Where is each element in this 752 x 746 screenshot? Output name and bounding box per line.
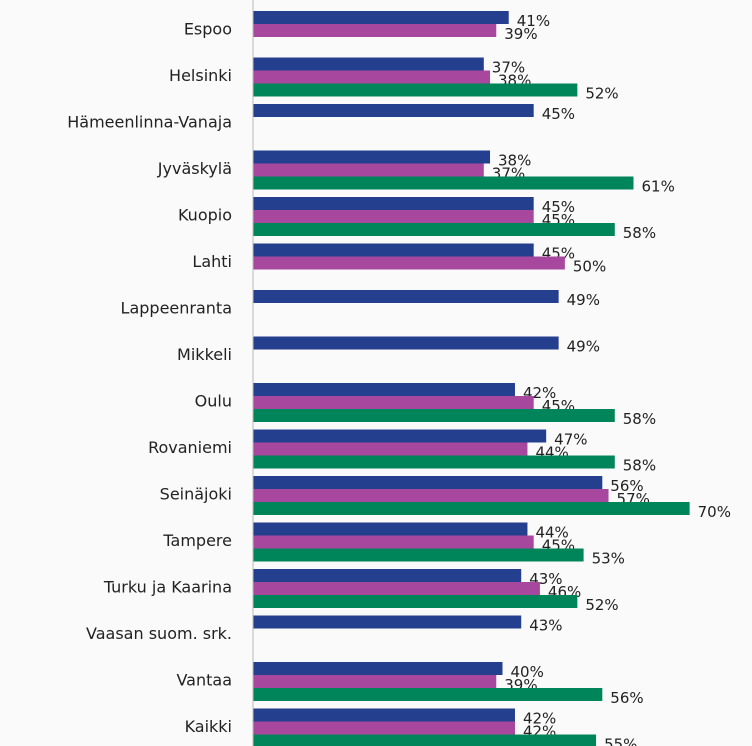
- value-label: 39%: [504, 25, 537, 43]
- bar: [253, 688, 603, 701]
- value-label: 40%: [511, 663, 544, 681]
- bar: [253, 383, 515, 396]
- value-label: 41%: [517, 12, 550, 30]
- bar: [253, 429, 547, 443]
- bar: [253, 83, 578, 97]
- value-label: 56%: [610, 477, 643, 495]
- category-label: Oulu: [195, 392, 232, 411]
- category-label: Seinäjoki: [160, 485, 232, 504]
- value-label: 45%: [542, 198, 575, 216]
- category-label: Helsinki: [169, 66, 232, 85]
- value-label: 55%: [604, 736, 637, 746]
- bar: [253, 569, 522, 582]
- bar: [253, 582, 540, 595]
- bar: [253, 70, 491, 84]
- bar: [253, 595, 578, 608]
- value-label: 70%: [698, 503, 731, 521]
- value-label: 38%: [498, 152, 531, 170]
- bar: [253, 489, 609, 502]
- bar: [253, 197, 534, 210]
- bar: [253, 734, 597, 746]
- category-label: Rovaniemi: [148, 438, 232, 457]
- value-label: 58%: [623, 410, 656, 428]
- bar: [253, 535, 534, 549]
- bar: [253, 243, 534, 257]
- value-label: 37%: [492, 59, 525, 77]
- category-label: Hämeenlinna-Vanaja: [67, 113, 232, 132]
- bar: [253, 57, 484, 71]
- category-label: Jyväskylä: [157, 159, 232, 178]
- bar: [253, 290, 559, 303]
- value-label: 58%: [623, 457, 656, 475]
- value-label: 44%: [535, 524, 568, 542]
- category-label: Tampere: [162, 531, 232, 550]
- bar: [253, 223, 615, 236]
- bar: [253, 615, 522, 629]
- value-label: 45%: [542, 105, 575, 123]
- category-label: Lappeenranta: [121, 299, 232, 318]
- bar: [253, 163, 484, 177]
- value-label: 43%: [529, 617, 562, 635]
- bar: [253, 455, 615, 469]
- category-label: Kaikki: [185, 717, 232, 736]
- value-label: 53%: [592, 550, 625, 568]
- bar: [253, 24, 497, 37]
- bar: [253, 409, 615, 422]
- bar: [253, 662, 503, 675]
- category-label: Kuopio: [178, 206, 232, 225]
- bar: [253, 522, 528, 536]
- bar: [253, 150, 491, 164]
- value-label: 58%: [623, 224, 656, 242]
- category-label: Vaasan suom. srk.: [86, 624, 232, 643]
- category-label: Vantaa: [176, 671, 232, 690]
- bar: [253, 210, 534, 223]
- value-label: 42%: [523, 710, 556, 728]
- category-label: Mikkeli: [177, 345, 232, 364]
- category-label: Espoo: [184, 20, 232, 39]
- bar: [253, 675, 497, 688]
- category-label: Lahti: [192, 252, 232, 271]
- bar: [253, 502, 690, 515]
- value-label: 49%: [567, 338, 600, 356]
- value-label: 52%: [585, 85, 618, 103]
- bar: [253, 176, 634, 190]
- category-label: Turku ja Kaarina: [103, 578, 232, 597]
- bar: [253, 548, 584, 562]
- bar: [253, 256, 565, 270]
- bar: [253, 336, 559, 350]
- bar: [253, 442, 528, 456]
- bar: [253, 708, 515, 722]
- bar: [253, 396, 534, 409]
- value-label: 50%: [573, 258, 606, 276]
- value-label: 61%: [641, 178, 674, 196]
- value-label: 52%: [585, 596, 618, 614]
- bar: [253, 476, 603, 489]
- bar: [253, 721, 515, 735]
- value-label: 47%: [554, 431, 587, 449]
- bar: [253, 11, 509, 24]
- value-label: 56%: [610, 689, 643, 707]
- value-label: 49%: [567, 291, 600, 309]
- bar: [253, 104, 534, 117]
